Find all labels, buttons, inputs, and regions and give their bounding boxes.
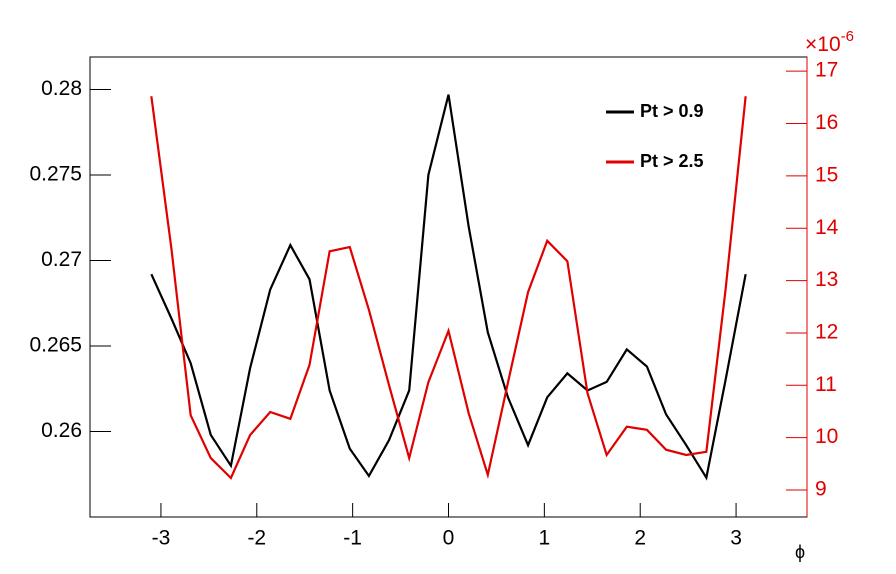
x-tick-label: 3 (730, 527, 742, 550)
x-tick-label: 0 (443, 527, 455, 550)
x-axis-label: ϕ (795, 542, 805, 562)
x-tick-label: 1 (539, 527, 551, 550)
y2-tick-label: 17 (815, 59, 838, 82)
y-tick-label: 0.28 (41, 77, 82, 100)
y-tick-label: 0.27 (41, 248, 82, 271)
y-tick-label: 0.265 (29, 334, 82, 357)
data-line (150, 96, 747, 480)
y2-tick-label: 14 (815, 216, 839, 239)
y-tick-label: 0.275 (29, 163, 82, 186)
y2-tick-label: 9 (815, 478, 827, 501)
y2-tick-label: 12 (815, 320, 838, 343)
x-tick-label: -2 (247, 527, 266, 550)
y2-tick-label: 11 (815, 373, 837, 396)
legend-label: Pt > 2.5 (640, 151, 704, 171)
y2-multiplier: ×10-6 (805, 28, 854, 56)
y2-tick-label: 16 (815, 111, 838, 134)
y2-multiplier-exponent: -6 (841, 28, 854, 45)
x-tick-label: -1 (343, 527, 362, 550)
legend-label: Pt > 0.9 (640, 101, 704, 121)
data-line (150, 94, 747, 481)
x-tick-label: -3 (152, 527, 171, 550)
y2-tick-label: 13 (815, 268, 838, 291)
y2-multiplier-base: ×10 (805, 33, 841, 56)
x-tick-label: 2 (634, 527, 646, 550)
y-tick-label: 0.26 (41, 419, 82, 442)
y2-tick-label: 15 (815, 163, 838, 186)
y2-tick-label: 10 (815, 425, 838, 448)
